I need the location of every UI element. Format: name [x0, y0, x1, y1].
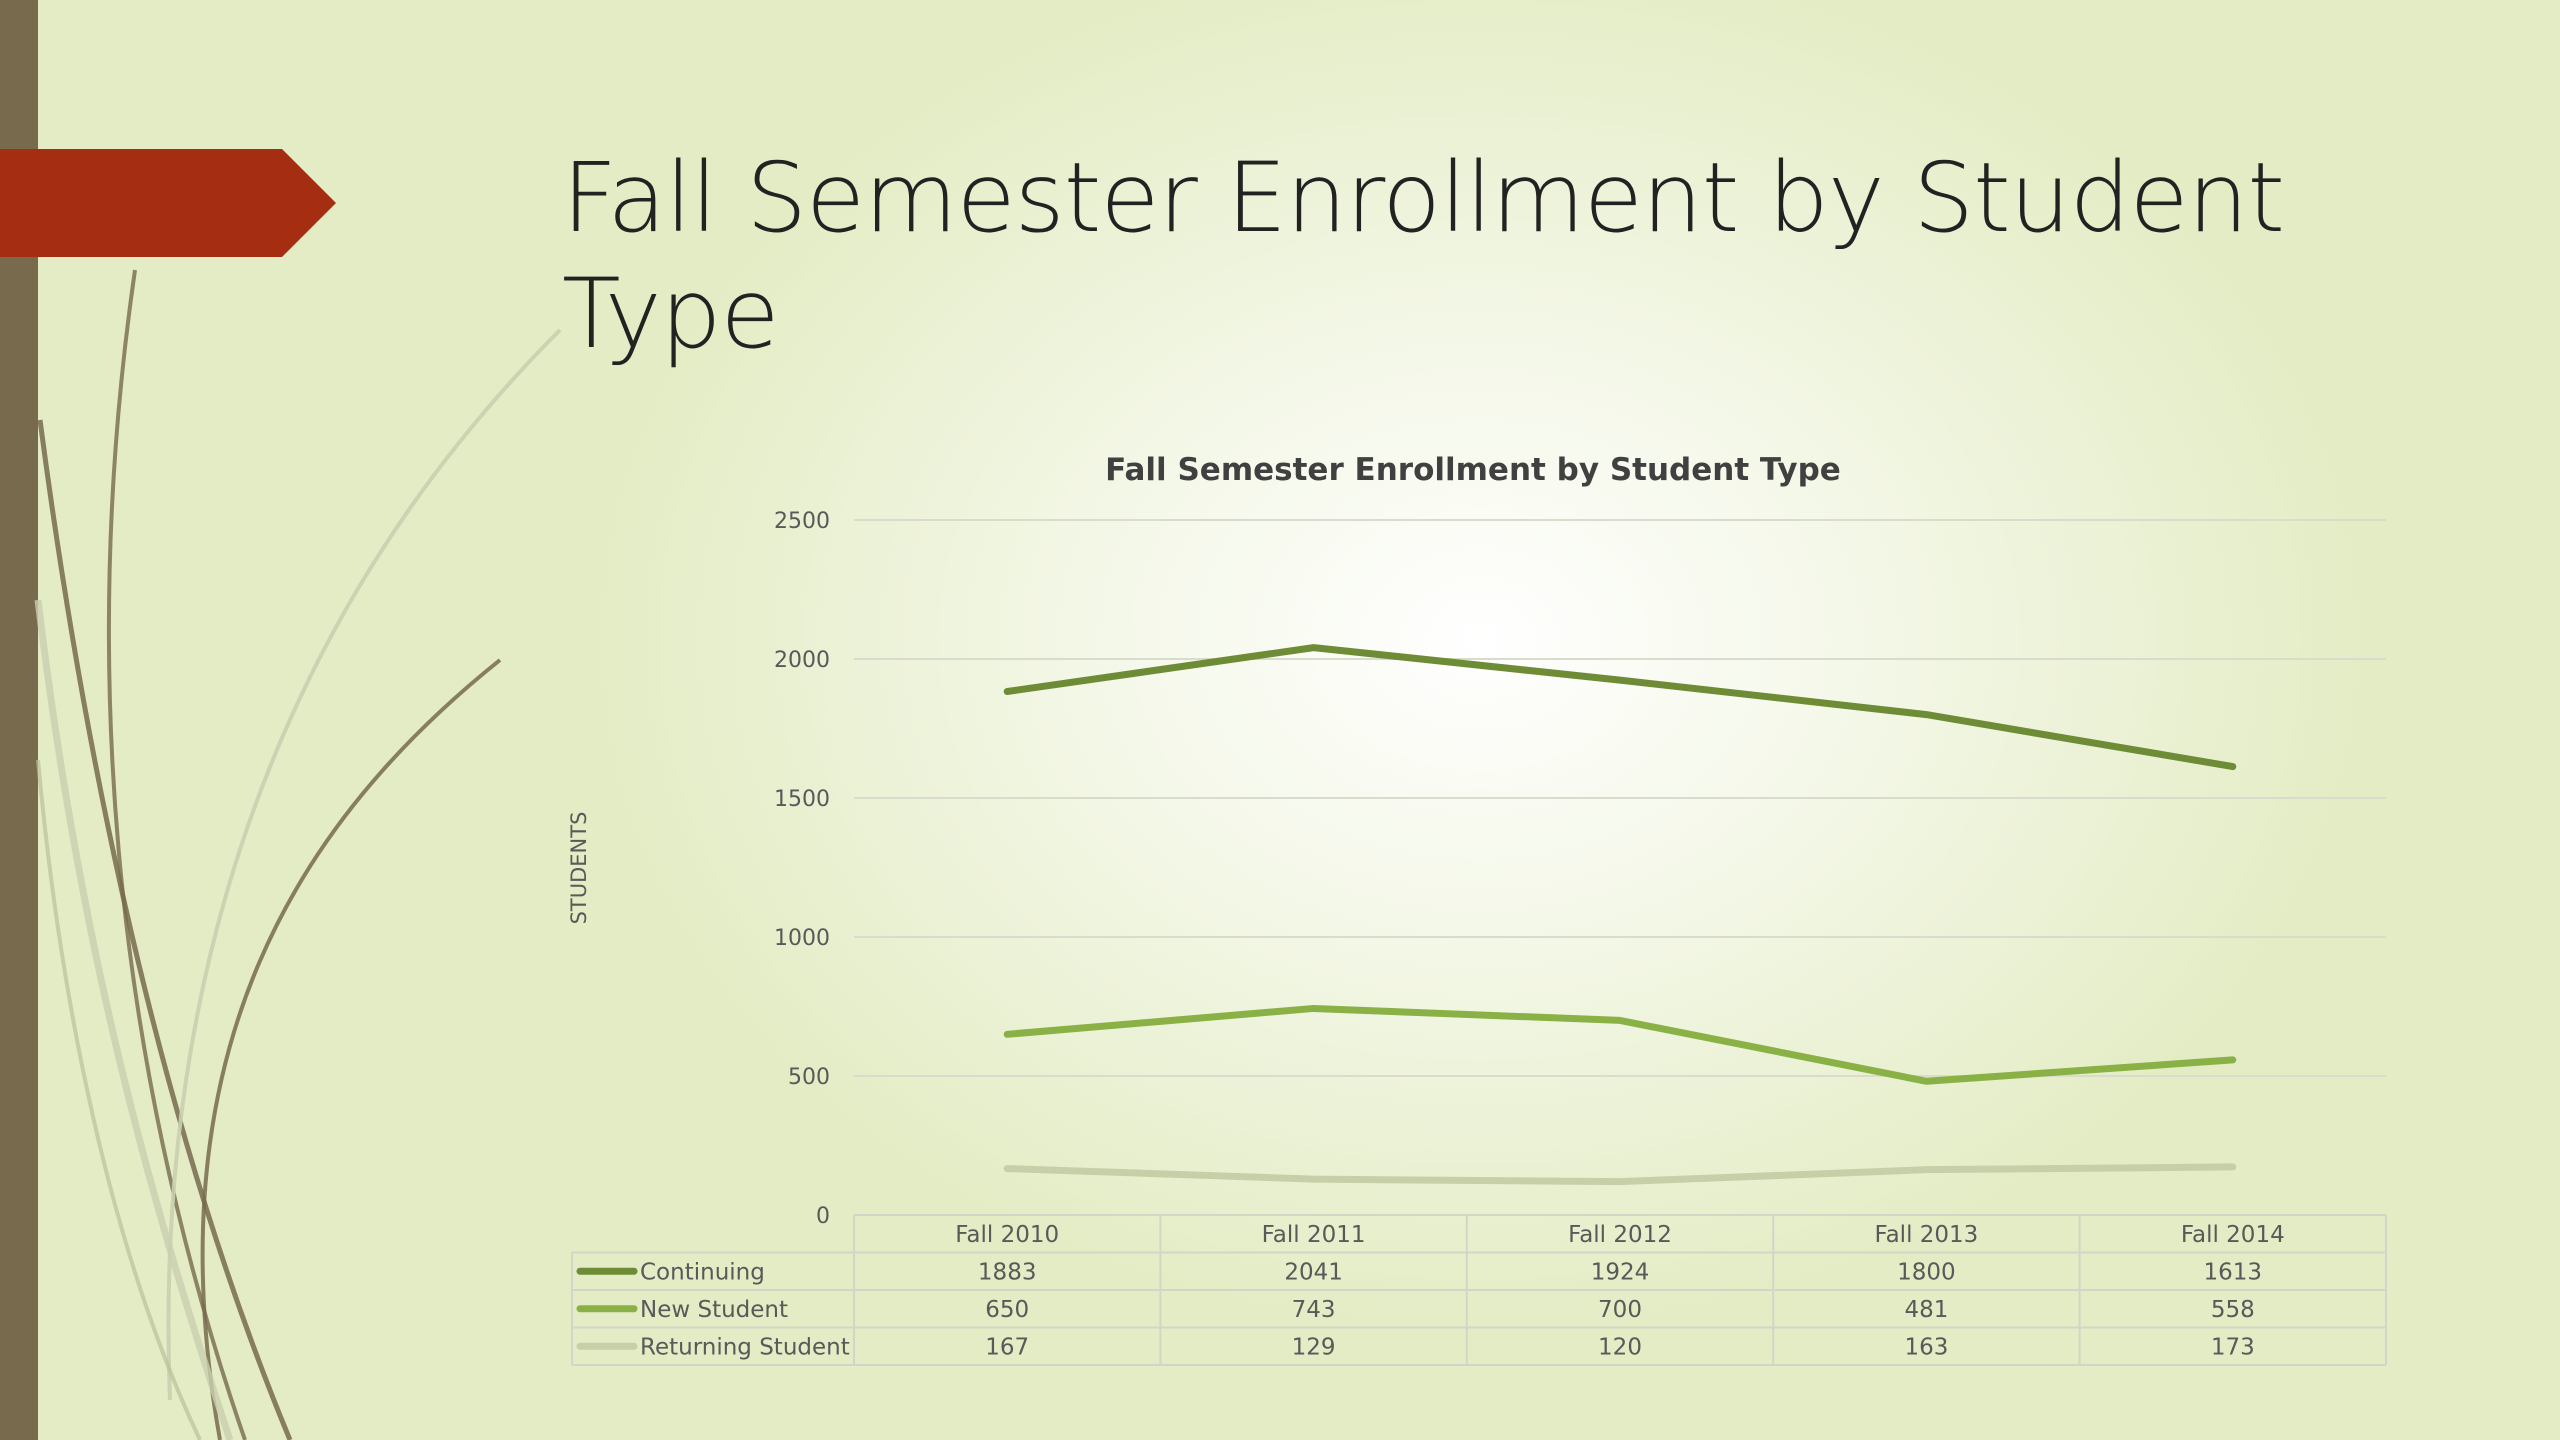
y-tick-label: 500 [788, 1065, 830, 1090]
x-tick-label: Fall 2010 [955, 1222, 1059, 1248]
series-line [1003, 644, 2237, 771]
data-label: 1800 [1897, 1259, 1956, 1285]
data-label: 2041 [1284, 1259, 1343, 1285]
y-tick-label: 2500 [774, 509, 830, 534]
slide-title: Fall Semester Enrollment by Student Type [562, 142, 2285, 370]
y-tick-label: 2000 [774, 648, 830, 673]
data-label: 163 [1904, 1334, 1948, 1360]
data-label: 650 [985, 1297, 1029, 1323]
data-label: 700 [1598, 1297, 1642, 1323]
chart-gridlines [854, 519, 2386, 1077]
series-line [1003, 1163, 2237, 1186]
y-tick-label: 0 [816, 1204, 830, 1229]
legend-label: Continuing [640, 1259, 765, 1285]
chart-data-table: Fall 2010 Fall 2011 Fall 2012 Fall 2013 Fall… [571, 1214, 2387, 1366]
title-arrow-tag [0, 149, 336, 257]
chart-title: Fall Semester Enrollment by Student Type [1105, 452, 1841, 488]
legend-label: Returning Student [640, 1334, 850, 1360]
data-label: 558 [2211, 1297, 2255, 1323]
data-label: 173 [2211, 1334, 2255, 1360]
x-tick-label: Fall 2014 [2181, 1222, 2285, 1248]
data-label: 481 [1904, 1297, 1948, 1323]
data-label: 1883 [978, 1259, 1037, 1285]
y-tick-label: 1000 [774, 926, 830, 951]
x-tick-label: Fall 2011 [1262, 1222, 1366, 1248]
x-tick-label: Fall 2012 [1568, 1222, 1672, 1248]
y-tick-label: 1500 [774, 787, 830, 812]
data-label: 743 [1292, 1297, 1336, 1323]
chart-series [1003, 644, 2237, 1186]
decorative-swooshes [34, 269, 562, 1440]
data-label: 1924 [1591, 1259, 1650, 1285]
legend-label: New Student [640, 1297, 788, 1323]
data-label: 129 [1292, 1334, 1336, 1360]
data-label: 167 [985, 1334, 1029, 1360]
y-axis-label: STUDENTS [567, 812, 591, 925]
data-label: 120 [1598, 1334, 1642, 1360]
x-tick-label: Fall 2013 [1874, 1222, 1978, 1248]
series-line [1003, 1004, 2237, 1085]
data-label: 1613 [2204, 1259, 2263, 1285]
y-axis-ticks: 0 500 1000 1500 2000 2500 [774, 509, 830, 1229]
